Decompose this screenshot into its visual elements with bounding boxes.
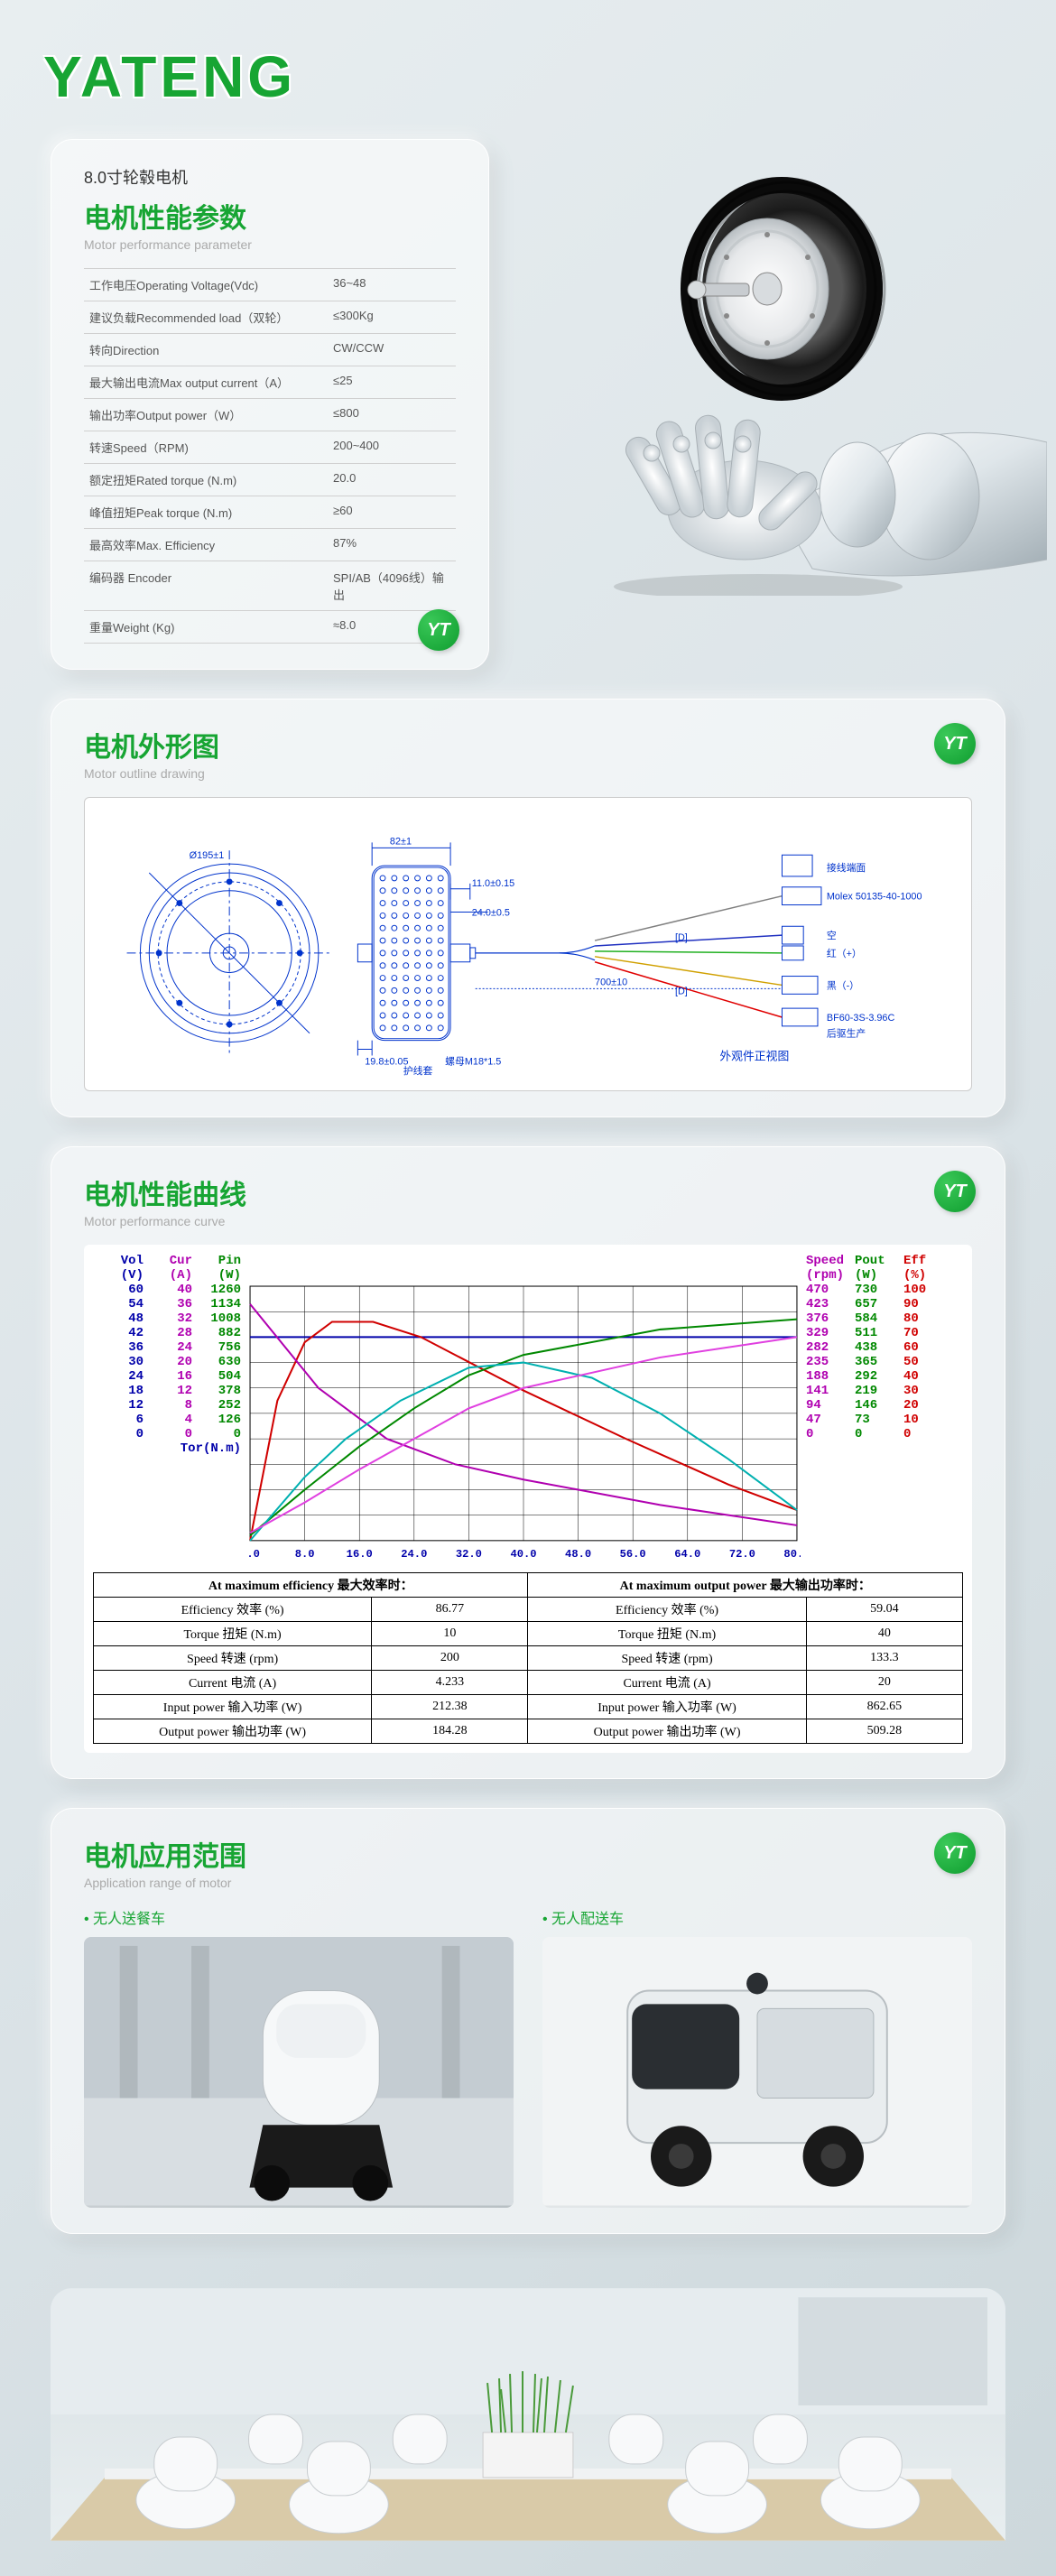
spec-label: 最大输出电流Max output current（A） [84,366,328,398]
svg-text:56.0: 56.0 [620,1548,646,1561]
svg-text:Molex 50135-40-1000: Molex 50135-40-1000 [827,892,922,903]
office-banner [51,2288,1005,2541]
perf-table-row: Output power 输出功率 (W)184.28Output power … [94,1719,963,1744]
app-title: • 无人送餐车 [84,1906,514,1928]
spec-value: ≤800 [328,399,456,431]
svg-text:BF60-3S-3.96C: BF60-3S-3.96C [827,1013,895,1024]
spec-row: 峰值扭矩Peak torque (N.m)≥60 [84,496,456,528]
svg-text:[D]: [D] [675,932,688,943]
svg-text:32.0: 32.0 [456,1548,482,1561]
svg-text:护线套: 护线套 [403,1064,433,1077]
spec-label: 最高效率Max. Efficiency [84,529,328,561]
perf-title-en: Motor performance curve [84,1214,972,1228]
spec-value: 20.0 [328,464,456,496]
app-image [84,1937,514,2208]
spec-label: 建议负载Recommended load（双轮） [84,301,328,333]
yt-badge-icon: YT [934,723,976,764]
perf-table-row: Efficiency 效率 (%)86.77Efficiency 效率 (%)5… [94,1598,963,1622]
perf-card: 电机性能曲线 Motor performance curve YT VolCur… [51,1146,1005,1779]
spec-value: 36~48 [328,269,456,301]
svg-text:红（+）: 红（+） [827,948,862,959]
app-image [542,1937,972,2208]
hero-image [514,108,1020,596]
svg-text:24.0: 24.0 [401,1548,427,1561]
spec-row: 最高效率Max. Efficiency87% [84,528,456,561]
brand-logo: YATENG [0,0,1056,110]
spec-label: 峰值扭矩Peak torque (N.m) [84,496,328,528]
spec-label: 重量Weight (Kg) [84,611,328,643]
spec-row: 建议负载Recommended load（双轮）≤300Kg [84,301,456,333]
perf-th-pow: At maximum output power 最大输出功率时： [528,1573,963,1598]
svg-text:80.0: 80.0 [783,1548,801,1561]
svg-text:11.0±0.15: 11.0±0.15 [472,878,514,889]
svg-text:19.8±0.05: 19.8±0.05 [365,1056,408,1067]
perf-table-row: Torque 扭矩 (N.m)10Torque 扭矩 (N.m)40 [94,1622,963,1646]
spec-title: 电机性能参数 [84,196,456,236]
app-item: • 无人配送车 [542,1906,972,2208]
svg-text:螺母M18*1.5: 螺母M18*1.5 [445,1055,501,1067]
svg-text:24.0±0.5: 24.0±0.5 [472,907,510,918]
perf-table: At maximum efficiency 最大效率时： At maximum … [93,1572,963,1744]
spec-value: SPI/AB（4096线）输出 [328,561,456,610]
yt-badge-icon: YT [934,1171,976,1212]
svg-text:16.0: 16.0 [347,1548,373,1561]
spec-value: ≥60 [328,496,456,528]
outline-title: 电机外形图 [84,725,972,764]
svg-text:72.0: 72.0 [729,1548,755,1561]
spec-title-en: Motor performance parameter [84,237,456,252]
spec-label: 额定扭矩Rated torque (N.m) [84,464,328,496]
svg-text:40.0: 40.0 [510,1548,536,1561]
spec-row: 输出功率Output power（W）≤800 [84,398,456,431]
yt-badge-icon: YT [418,609,459,651]
svg-text:64.0: 64.0 [674,1548,700,1561]
spec-value: CW/CCW [328,334,456,366]
svg-text:接线端面: 接线端面 [827,861,866,874]
svg-text:48.0: 48.0 [565,1548,591,1561]
spec-row: 工作电压Operating Voltage(Vdc)36~48 [84,268,456,301]
spec-row: 编码器 EncoderSPI/AB（4096线）输出 [84,561,456,610]
spec-label: 工作电压Operating Voltage(Vdc) [84,269,328,301]
apps-title-en: Application range of motor [84,1876,972,1890]
perf-title: 电机性能曲线 [84,1172,972,1212]
svg-text:700±10: 700±10 [595,977,627,987]
svg-text:0.0: 0.0 [246,1548,260,1561]
spec-row: 重量Weight (Kg)≈8.0 [84,610,456,644]
svg-text:后驱生产: 后驱生产 [827,1027,866,1040]
spec-card: 8.0寸轮毂电机 电机性能参数 Motor performance parame… [51,139,489,670]
spec-row: 额定扭矩Rated torque (N.m)20.0 [84,463,456,496]
app-title: • 无人配送车 [542,1906,972,1928]
spec-label: 编码器 Encoder [84,561,328,610]
outline-drawing: Ø195±1 82±1 11.0±0.15 24.0±0.5 1 [84,797,972,1091]
apps-card: 电机应用范围 Application range of motor YT • 无… [51,1808,1005,2234]
spec-value: 200~400 [328,431,456,463]
spec-label: 转速Speed（RPM) [84,431,328,463]
svg-text:外观件正视图: 外观件正视图 [719,1049,789,1062]
spec-value: ≤300Kg [328,301,456,333]
outline-title-en: Motor outline drawing [84,766,972,781]
outline-card: 电机外形图 Motor outline drawing YT [51,699,1005,1117]
app-item: • 无人送餐车 [84,1906,514,2208]
apps-title: 电机应用范围 [84,1834,972,1874]
perf-th-eff: At maximum efficiency 最大效率时： [94,1573,528,1598]
spec-row: 最大输出电流Max output current（A）≤25 [84,366,456,398]
svg-text:82±1: 82±1 [390,836,412,847]
spec-label: 输出功率Output power（W） [84,399,328,431]
perf-table-row: Current 电流 (A)4.233Current 电流 (A)20 [94,1671,963,1695]
perf-table-row: Speed 转速 (rpm)200Speed 转速 (rpm)133.3 [94,1646,963,1671]
spec-row: 转速Speed（RPM)200~400 [84,431,456,463]
spec-row: 转向DirectionCW/CCW [84,333,456,366]
svg-text:黑（-）: 黑（-） [827,979,859,991]
svg-text:[D]: [D] [675,986,688,996]
spec-subtitle: 8.0寸轮毂电机 [84,165,456,189]
spec-label: 转向Direction [84,334,328,366]
spec-value: ≤25 [328,366,456,398]
svg-text:8.0: 8.0 [295,1548,315,1561]
perf-table-row: Input power 输入功率 (W)212.38Input power 输入… [94,1695,963,1719]
yt-badge-icon: YT [934,1832,976,1874]
svg-text:空: 空 [827,929,837,941]
spec-value: 87% [328,529,456,561]
svg-text:Ø195±1: Ø195±1 [190,850,225,861]
